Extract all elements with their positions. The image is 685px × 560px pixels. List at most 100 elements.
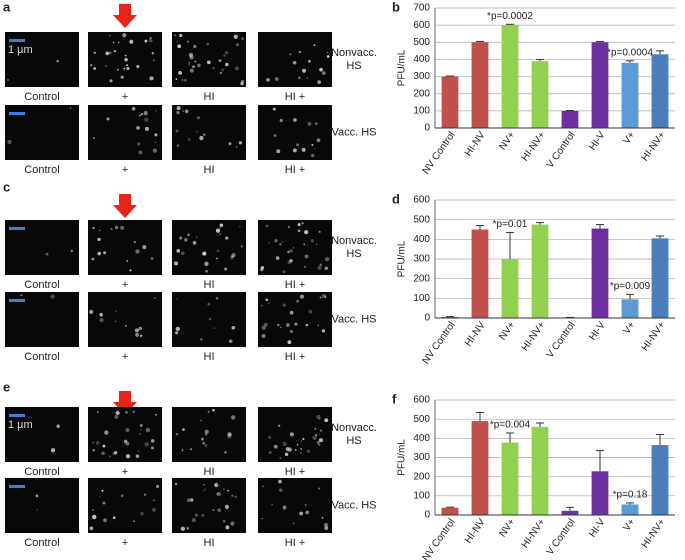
speckle <box>218 484 221 487</box>
speckle <box>92 226 95 230</box>
speckle <box>180 526 186 531</box>
speckle <box>224 451 227 454</box>
panel-letter: d <box>392 191 400 206</box>
speckle <box>182 110 185 112</box>
micrograph <box>258 32 332 87</box>
y-tick-label: 500 <box>413 37 430 48</box>
speckle <box>276 149 281 154</box>
error-bar <box>536 58 544 62</box>
speckle <box>261 333 266 338</box>
y-axis-label: PFU/mL <box>397 49 408 86</box>
speckle <box>176 106 181 111</box>
speckle <box>318 438 324 443</box>
error-bar <box>626 293 634 300</box>
speckle <box>133 240 136 244</box>
error-bar <box>506 432 514 443</box>
column-label: HI <box>204 466 215 478</box>
speckle <box>203 489 205 492</box>
speckle <box>204 261 209 266</box>
speckle <box>206 42 210 46</box>
speckle <box>92 514 97 520</box>
speckle <box>113 49 117 53</box>
speckle <box>304 254 309 259</box>
speckle <box>93 51 96 55</box>
speckle <box>289 310 294 315</box>
micrograph <box>88 407 162 462</box>
speckle <box>201 253 204 255</box>
speckle <box>240 82 244 86</box>
speckle <box>199 135 204 141</box>
speckle <box>131 106 136 111</box>
micrograph <box>172 292 246 347</box>
speckle <box>99 312 103 317</box>
speckle <box>152 148 158 153</box>
speckle <box>140 113 144 116</box>
speckle <box>96 411 99 414</box>
error-bar <box>446 75 454 77</box>
micrograph <box>172 105 246 160</box>
speckle <box>180 251 185 256</box>
y-tick-label: 500 <box>413 214 430 225</box>
speckle <box>182 428 185 432</box>
annotation: *p=0.0004 <box>607 47 653 58</box>
speckle <box>318 443 321 446</box>
x-tick-label: V Control <box>545 320 578 360</box>
speckle <box>261 325 266 330</box>
speckle <box>120 75 124 79</box>
speckle <box>145 427 151 433</box>
column-label: + <box>122 351 128 363</box>
speckle <box>69 107 72 109</box>
y-tick-label: 0 <box>424 510 430 521</box>
x-tick-label: NV Control <box>421 517 458 560</box>
speckle <box>302 68 307 73</box>
speckle <box>310 239 315 243</box>
speckle <box>195 236 198 238</box>
speckle <box>196 116 201 120</box>
column-label: + <box>122 466 128 478</box>
speckle <box>106 117 110 121</box>
speckle <box>318 230 321 233</box>
bar <box>591 228 609 318</box>
speckle <box>144 117 149 122</box>
speckle <box>305 323 309 327</box>
column-label: HI + <box>285 537 305 549</box>
speckle <box>272 107 276 111</box>
speckle <box>317 265 322 270</box>
speckle <box>296 143 300 147</box>
bar <box>561 510 579 515</box>
column-label: HI + <box>285 164 305 176</box>
speckle <box>122 33 127 38</box>
speckle <box>135 332 140 337</box>
micrograph <box>258 292 332 347</box>
speckle <box>282 303 286 307</box>
x-tick-label: HI-NV+ <box>520 517 548 551</box>
x-tick-label: HI-NV+ <box>520 130 548 164</box>
speckle <box>231 252 236 258</box>
y-tick-label: 200 <box>413 88 430 99</box>
speckle <box>224 504 230 509</box>
speckle <box>36 509 38 511</box>
speckle <box>105 65 107 67</box>
speckle <box>114 414 119 419</box>
scale-label: 1 µm <box>8 419 33 431</box>
bar <box>531 61 549 129</box>
speckle <box>317 324 320 327</box>
speckle <box>204 443 208 447</box>
speckle <box>262 485 265 488</box>
speckle <box>112 451 116 456</box>
error-bar <box>656 235 664 239</box>
speckle <box>317 80 322 85</box>
annotation: *p=0.01 <box>493 219 528 230</box>
speckle <box>125 441 130 446</box>
speckle <box>216 257 218 260</box>
speckle <box>108 34 111 37</box>
panel-letter: e <box>3 379 10 394</box>
bar <box>591 471 609 515</box>
speckle <box>277 323 280 327</box>
speckle <box>221 68 225 72</box>
speckle <box>287 260 292 265</box>
speckle <box>300 440 303 442</box>
annotation: *p=0.004 <box>490 420 531 431</box>
bar <box>651 445 669 515</box>
column-label: HI <box>204 279 215 291</box>
